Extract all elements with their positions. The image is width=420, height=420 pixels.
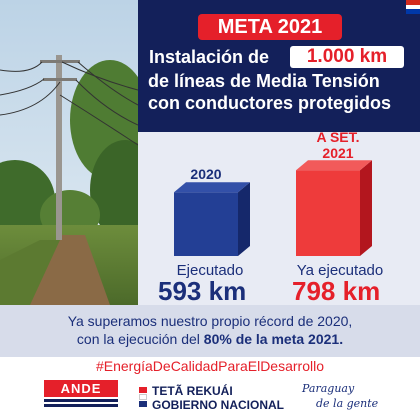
record-line2-prefix: con la ejecución del xyxy=(76,331,200,347)
meta-badge: META 2021 xyxy=(198,14,342,40)
record-line1: Ya superamos nuestro propio récord de 20… xyxy=(67,313,353,329)
headline-highlight: 1.000 km xyxy=(290,46,404,68)
bar-label-2021-line1: A SET. xyxy=(316,129,360,145)
gobierno-mark-icon xyxy=(139,387,147,407)
record-line2: con la ejecución del 80% de la meta 2021… xyxy=(0,331,420,347)
headline-line2: de líneas de Media Tensión xyxy=(148,71,380,91)
headline-line1: Instalación de xyxy=(149,47,270,67)
bar-label-2020: 2020 xyxy=(190,166,222,182)
paraguay-flag-icon xyxy=(406,0,420,14)
right-value: 798 km xyxy=(292,276,381,306)
left-caption: Ejecutado xyxy=(176,262,244,279)
record-line2-bold: 80% de la meta 2021. xyxy=(203,331,344,347)
ande-logo: ANDE xyxy=(44,380,118,397)
bar-label-2021-line2: 2021 xyxy=(322,145,354,161)
gobierno-line2: GOBIERNO NACIONAL xyxy=(152,398,284,412)
ande-logo-stripes xyxy=(44,399,118,409)
bar-2020 xyxy=(174,182,250,256)
record-box xyxy=(0,305,420,357)
hashtag: #EnergíaDeCalidadParaElDesarrollo xyxy=(95,358,324,374)
left-value: 593 km xyxy=(158,276,247,306)
bar-a-set-2021 xyxy=(296,160,372,256)
right-caption: Ya ejecutado xyxy=(296,262,384,279)
headline-line3: con conductores protegidos xyxy=(148,93,392,113)
slogan-line2: de la gente xyxy=(316,397,379,410)
slogan-line1: Paraguay xyxy=(302,382,355,395)
power-line-photo xyxy=(0,0,138,305)
gobierno-line1: TETÃ REKUÁI xyxy=(152,384,233,398)
